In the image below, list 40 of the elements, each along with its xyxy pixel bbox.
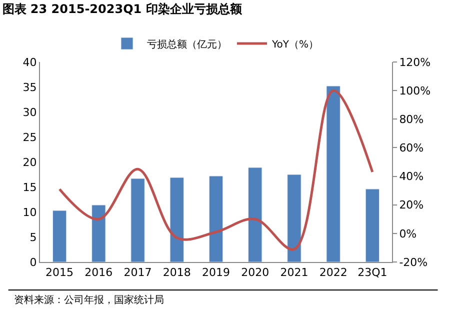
x-tick-label: 2022 [319,266,348,280]
y-tick-label: 15 [22,180,37,194]
x-tick-label: 2020 [241,266,270,280]
bar [287,174,302,262]
y-tick-label: 20 [22,156,37,169]
y-tick-label: 35 [22,80,37,94]
bar [208,176,224,262]
x-tick-label: 2019 [202,266,230,280]
x-tick-label: 2018 [162,266,191,280]
x-tick-label: 2016 [84,266,113,280]
bar [170,177,184,262]
bar [92,204,106,262]
text: 资料来源：公司年报，国家统计局 [14,294,164,306]
y-tick-label: 0 [30,256,37,269]
x-tick-label: 2015 [46,266,74,280]
bar [52,210,67,262]
x-tick-label: 23Q1 [358,266,388,280]
y2-tick-label: 80% [399,112,424,126]
y-tick-label: 40 [22,56,37,69]
bar [365,188,380,262]
line-series [58,89,374,251]
bar [130,178,145,262]
bar [326,86,340,262]
bar [248,167,262,262]
y-tick-label: 5 [30,230,37,244]
y-tick-label: 30 [22,106,37,119]
y2-tick-label: 0% [399,227,417,240]
y2-tick-label: 20% [399,198,424,212]
legend-label: 亏损总额（亿元） [147,38,227,50]
y2-tick-label: 40% [399,170,424,184]
y2-tick-label: 60% [399,142,424,155]
x-tick-label: 2021 [280,266,308,280]
chart-title: 图表 23 2015-2023Q1 印染企业亏损总额 [2,2,243,16]
x-tick-label: 2017 [124,266,152,280]
y2-tick-label: 120% [399,56,431,69]
y2-tick-label: 100% [399,84,431,98]
y2-tick-label: -20% [399,256,428,269]
y-tick-label: 25 [22,130,37,144]
legend-label: YoY（%） [271,39,319,50]
y-tick-label: 10 [22,206,37,219]
